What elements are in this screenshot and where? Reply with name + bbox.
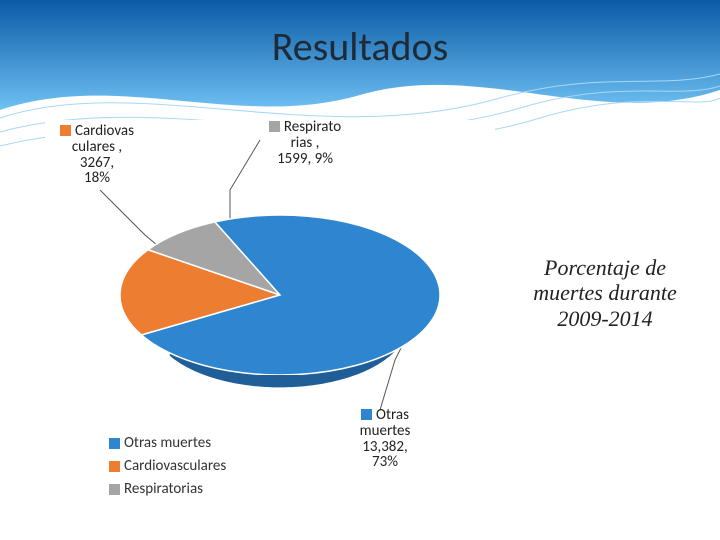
callout-otras: Otras muertes 13,382, 73% <box>335 408 435 471</box>
square-icon <box>109 461 120 472</box>
slide: Resultados Cardiovas culares , 3267, 18%… <box>0 0 720 540</box>
callout-otras-l4: 73% <box>372 453 398 471</box>
square-icon <box>361 409 372 420</box>
legend-item-cardio: Cardiovasculares <box>109 456 226 477</box>
legend-item-resp: Respiratorias <box>109 479 226 500</box>
legend-label: Respiratorias <box>124 479 203 500</box>
pie-chart <box>120 215 440 375</box>
square-icon <box>269 121 280 132</box>
page-title: Resultados <box>0 22 720 71</box>
legend: Otras muertes Cardiovasculares Respirato… <box>109 433 226 502</box>
callout-resp-l3: 1599, 9% <box>277 150 333 168</box>
pie-top-svg <box>120 215 440 375</box>
callout-resp: Respirato rias , 1599, 9% <box>255 120 355 167</box>
chart-area: Cardiovas culares , 3267, 18% Respirato … <box>45 120 495 520</box>
legend-item-otras: Otras muertes <box>109 433 226 454</box>
legend-label: Cardiovasculares <box>124 456 226 477</box>
chart-caption: Porcentaje de muertes durante 2009-2014 <box>510 255 700 331</box>
square-icon <box>109 484 120 495</box>
legend-label: Otras muertes <box>124 433 211 454</box>
square-icon <box>109 438 120 449</box>
